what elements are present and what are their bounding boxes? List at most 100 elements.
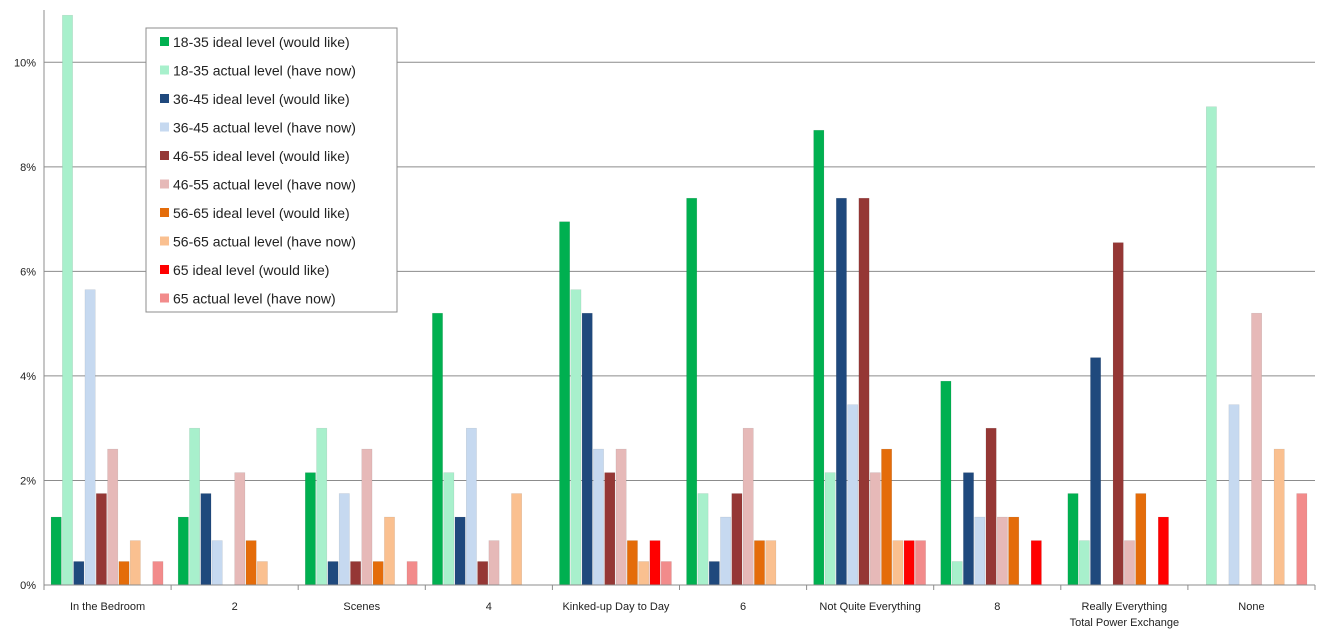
bar-10-7 (915, 540, 926, 586)
bar-6-10 (1251, 312, 1262, 586)
bar-6-8 (997, 516, 1008, 586)
bar-5-4 (477, 561, 489, 586)
legend-swatch (160, 122, 169, 132)
bars (50, 14, 1308, 586)
legend-label: 56-65 actual level (have now) (173, 234, 356, 250)
legend-label: 46-55 ideal level (would like) (173, 148, 350, 164)
bar-3-2 (200, 493, 212, 586)
bar-8-3 (384, 516, 395, 586)
bar-5-7 (858, 197, 870, 586)
bar-2-3 (316, 427, 328, 586)
x-tick-label: Kinked-up Day to Day (562, 601, 669, 613)
bar-4-7 (847, 404, 859, 586)
bar-8-5 (638, 561, 650, 586)
bar-4-10 (1228, 404, 1240, 586)
bar-4-5 (593, 448, 604, 586)
x-tick-label: 6 (740, 601, 746, 613)
legend-label: 18-35 actual level (have now) (173, 63, 356, 79)
bar-2-6 (697, 493, 709, 586)
bar-1-7 (813, 129, 825, 586)
bar-3-8 (963, 472, 974, 586)
bar-3-9 (1090, 357, 1101, 586)
bar-4-6 (720, 516, 732, 586)
y-tick-label: 6% (20, 266, 36, 278)
bar-7-2 (245, 540, 257, 586)
bar-6-1 (107, 448, 119, 586)
bar-4-3 (338, 493, 350, 586)
bar-2-9 (1078, 540, 1090, 586)
x-tick-label: Scenes (343, 601, 380, 613)
x-tick-label: Not Quite Everything (819, 601, 921, 613)
bar-2-1 (62, 14, 73, 586)
bar-10-10 (1296, 493, 1308, 586)
bar-6-9 (1124, 540, 1135, 586)
bar-2-8 (951, 561, 963, 586)
legend-label: 65 actual level (have now) (173, 291, 336, 307)
legend-label: 56-65 ideal level (would like) (173, 205, 350, 221)
bar-8-6 (765, 540, 777, 586)
bar-6-3 (361, 448, 373, 586)
bar-7-7 (881, 448, 893, 586)
bar-3-1 (73, 561, 85, 586)
y-tick-label: 0% (20, 580, 36, 592)
bar-3-6 (708, 561, 720, 586)
bar-5-3 (350, 561, 362, 586)
bar-4-8 (974, 516, 986, 586)
bar-3-3 (327, 561, 339, 586)
bar-1-9 (1067, 493, 1079, 586)
bar-10-1 (152, 561, 164, 586)
bar-5-5 (604, 472, 616, 586)
legend-label: 46-55 actual level (have now) (173, 177, 356, 193)
bar-6-5 (615, 448, 627, 586)
bar-3-4 (454, 516, 466, 586)
bar-5-9 (1112, 242, 1124, 586)
bar-5-8 (985, 427, 997, 586)
legend-label: 36-45 actual level (have now) (173, 120, 356, 136)
bar-6-6 (742, 427, 754, 586)
bar-8-2 (257, 561, 268, 586)
bar-5-6 (731, 493, 743, 586)
bar-2-7 (824, 472, 836, 586)
legend-swatch (160, 65, 169, 75)
bar-7-6 (754, 540, 765, 586)
bar-1-2 (177, 516, 189, 586)
bar-3-7 (836, 197, 847, 586)
y-tick-label: 8% (20, 162, 36, 174)
bar-8-4 (511, 493, 523, 586)
bar-8-10 (1273, 448, 1285, 586)
legend-box (145, 27, 398, 313)
bar-3-5 (581, 312, 593, 586)
bar-8-7 (892, 540, 904, 586)
legend-label: 65 ideal level (would like) (173, 262, 329, 278)
legend-swatch (160, 208, 169, 217)
bar-1-8 (940, 380, 952, 586)
bar-1-3 (305, 472, 316, 586)
y-tick-label: 2% (20, 475, 36, 487)
bar-7-3 (372, 561, 384, 586)
y-tick-label: 4% (20, 371, 36, 383)
bar-1-5 (559, 221, 571, 586)
bar-6-4 (488, 540, 500, 586)
bar-7-1 (118, 561, 130, 586)
legend-swatch (160, 179, 169, 189)
x-tick-label: 8 (994, 601, 1000, 613)
bar-2-5 (570, 289, 582, 586)
legend-swatch (160, 236, 169, 246)
bar-7-5 (627, 540, 638, 586)
legend: 18-35 ideal level (would like) 18-35 actu… (145, 27, 398, 313)
bar-1-1 (50, 516, 62, 586)
bar-10-5 (660, 561, 672, 586)
bar-7-8 (1008, 516, 1020, 586)
bar-1-6 (686, 197, 698, 586)
x-tick-label: Really Everything Total Power Exchange (1070, 601, 1179, 629)
legend-swatch (160, 94, 169, 103)
axes: 0% 2% 4% 6% 8% 10% In the Bedroom 2 Scenes 4 Kinke… (14, 10, 1316, 629)
y-tick-label: 10% (14, 57, 36, 69)
bar-2-10 (1206, 106, 1217, 586)
bar-9-9 (1158, 516, 1169, 586)
legend-swatch (160, 293, 169, 303)
bar-2-2 (189, 427, 200, 586)
x-tick-label: 2 (232, 601, 238, 613)
